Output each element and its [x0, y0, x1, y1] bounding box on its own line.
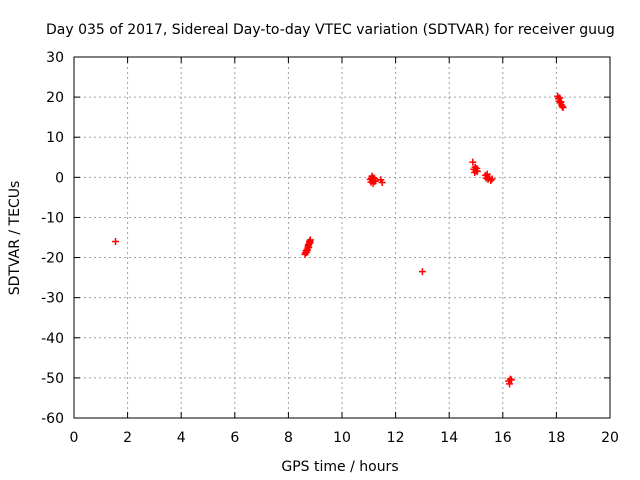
x-tick-label: 2: [123, 430, 132, 446]
data-point: [418, 268, 426, 276]
data-point: [306, 236, 314, 244]
data-point: [378, 179, 386, 187]
data-point: [506, 380, 513, 388]
x-tick-label: 8: [284, 430, 293, 446]
tick-labels: 0 2 4 6 8 10 12 14 16 18 20 -60 -50 -40 -30 -20 -10 0 10 20…: [41, 50, 619, 446]
data-point: [507, 376, 515, 384]
data-point: [558, 103, 566, 111]
axis-ticks: [73, 56, 611, 419]
y-tick-label: -40: [41, 331, 64, 347]
x-tick-label: 16: [494, 430, 512, 446]
y-tick-label: -10: [41, 210, 64, 226]
y-tick-label: -50: [41, 371, 64, 387]
data-point: [372, 177, 379, 185]
data-point: [506, 375, 514, 383]
x-tick-label: 0: [70, 430, 79, 446]
y-tick-label: 30: [46, 50, 64, 66]
data-point: [557, 98, 565, 106]
x-tick-label: 10: [333, 430, 351, 446]
x-axis-title: GPS time / hours: [281, 459, 398, 475]
data-point: [556, 94, 564, 102]
y-tick-label: -30: [41, 291, 64, 307]
y-tick-label: 0: [55, 170, 64, 186]
data-point: [488, 175, 496, 183]
y-tick-label: 20: [46, 90, 64, 106]
grid: [74, 57, 610, 418]
data-point: [473, 167, 481, 175]
data-points: [112, 92, 567, 388]
x-tick-label: 14: [440, 430, 458, 446]
y-tick-label: -20: [41, 251, 64, 267]
data-point: [469, 158, 477, 166]
data-point: [112, 238, 120, 246]
x-tick-label: 6: [230, 430, 239, 446]
x-tick-label: 4: [177, 430, 186, 446]
data-point: [559, 104, 567, 112]
x-tick-label: 18: [547, 430, 565, 446]
y-tick-label: 10: [46, 130, 64, 146]
y-tick-label: -60: [41, 411, 64, 427]
x-tick-label: 12: [387, 430, 405, 446]
x-tick-label: 20: [601, 430, 619, 446]
chart-title: Day 035 of 2017, Sidereal Day-to-day VTE…: [46, 22, 615, 38]
y-axis-title: SDTVAR / TECUs: [7, 181, 23, 296]
